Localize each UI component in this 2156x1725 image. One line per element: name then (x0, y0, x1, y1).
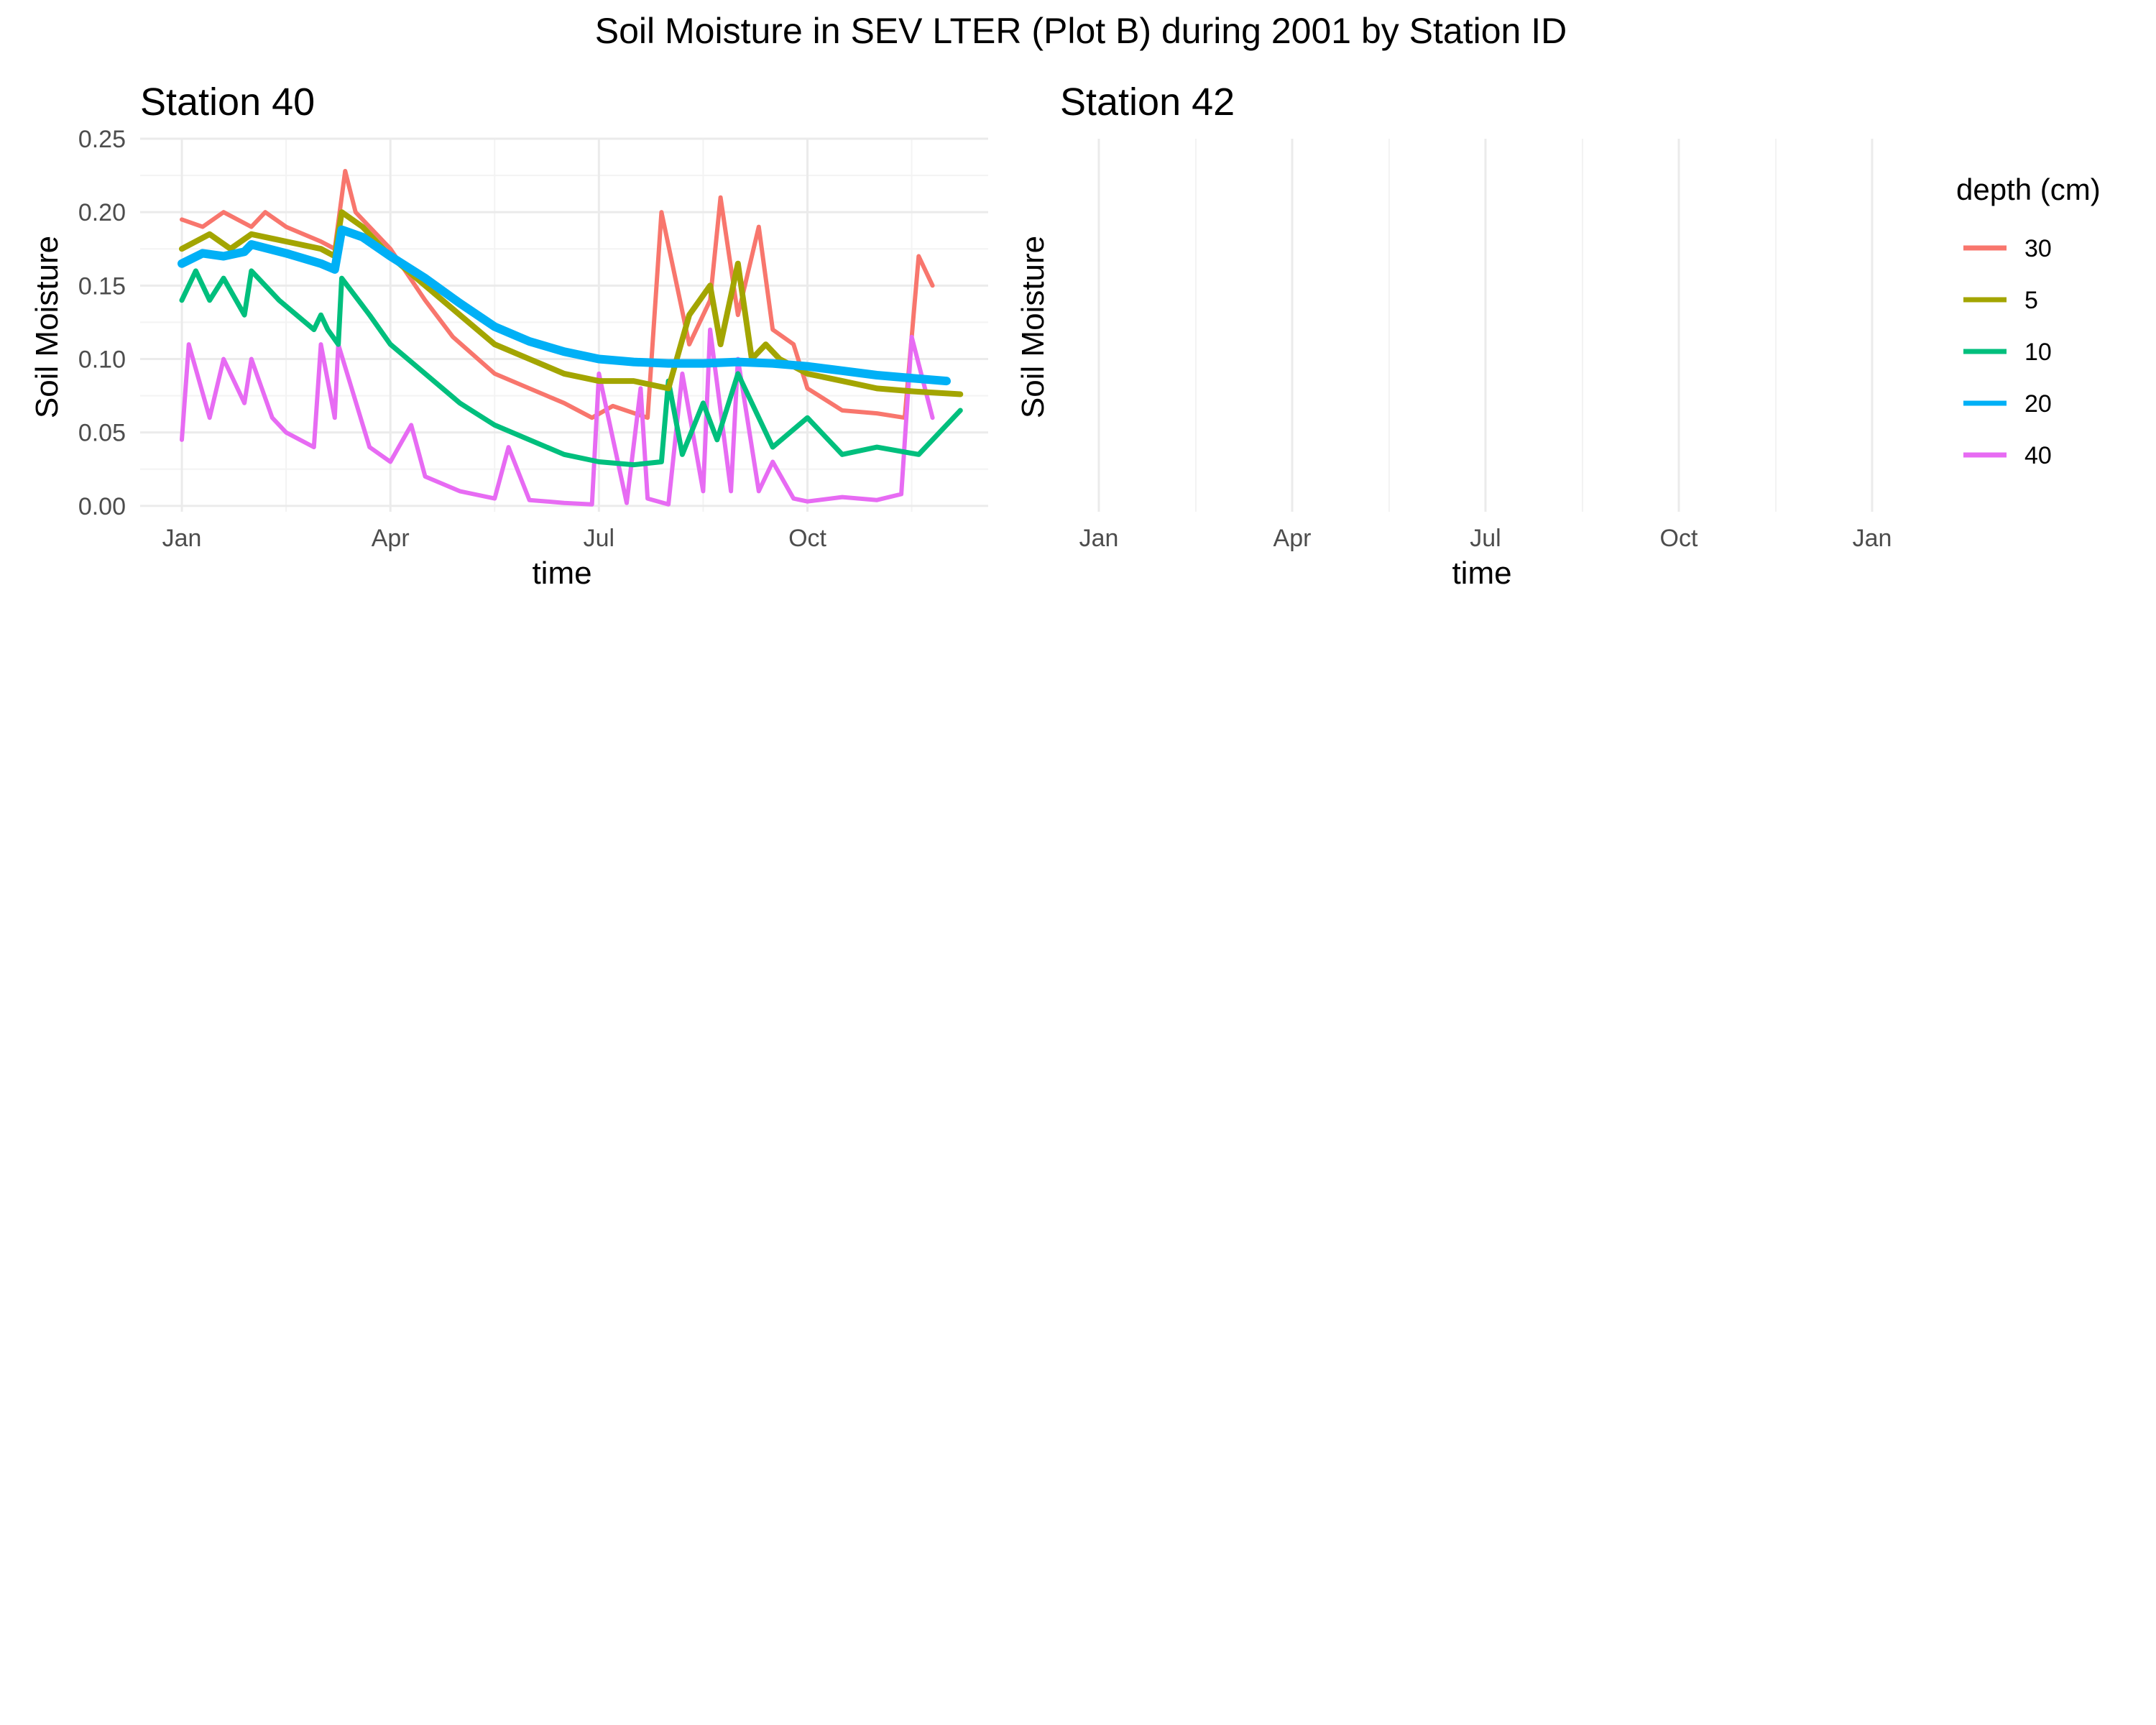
panel-2-x-ticks: Jan Apr Jul Oct Jan (1079, 525, 1892, 552)
panel-1-y-tick-label: 0.25 (78, 126, 126, 153)
panel-2-grid (1097, 139, 1874, 512)
panel-1-x-tick-label: Apr (372, 525, 410, 552)
panel-2-x-axis-title: time (1452, 556, 1511, 591)
chart-title: Soil Moisture in SEV LTER (Plot B) durin… (595, 11, 1567, 51)
panel-2-x-tick-label: Jul (1470, 525, 1501, 552)
panel-station-42: Jan Apr Jul Oct Jan Station 42 time Soil Moi… (1015, 80, 1892, 591)
legend-label-depth-20: 20 (2024, 390, 2052, 418)
legend: depth (cm) 30 5 10 20 40 (1956, 172, 2101, 469)
panel-1-x-axis-title: time (532, 556, 591, 591)
panel-1-title: Station 40 (140, 80, 315, 124)
panel-2-x-tick-label: Jan (1079, 525, 1119, 552)
panel-1-x-tick-label: Oct (788, 525, 826, 552)
panel-2-title: Station 42 (1060, 80, 1235, 124)
panel-2-x-tick-label: Apr (1273, 525, 1312, 552)
panel-1-y-tick-label: 0.20 (78, 199, 126, 226)
series-line-depth-40 (180, 327, 935, 507)
legend-title: depth (cm) (1956, 172, 2101, 206)
panel-1-y-tick-label: 0.05 (78, 420, 126, 447)
panel-1-y-ticks: 0.00 0.05 0.10 0.15 0.20 0.25 (78, 126, 126, 520)
legend-items: 30 5 10 20 40 (1963, 235, 2052, 469)
legend-label-depth-5: 5 (2024, 287, 2038, 314)
legend-label-depth-10: 10 (2024, 339, 2052, 366)
panel-2-x-tick-label: Oct (1660, 525, 1698, 552)
panel-1-y-tick-label: 0.15 (78, 272, 126, 300)
series-line-depth-20 (178, 225, 951, 386)
panel-1-x-tick-label: Jul (584, 525, 614, 552)
panel-1-y-tick-label: 0.10 (78, 346, 126, 373)
panel-1-series (178, 169, 964, 507)
panel-1-x-ticks: Jan Apr Jul Oct (162, 525, 827, 552)
panel-1-y-axis-title: Soil Moisture (29, 236, 65, 418)
series-line-depth-10 (179, 268, 963, 468)
panel-2-y-axis-title: Soil Moisture (1015, 236, 1051, 418)
panel-1-y-tick-label: 0.00 (78, 493, 126, 520)
panel-1-x-tick-label: Jan (162, 525, 202, 552)
legend-label-depth-30: 30 (2024, 235, 2052, 262)
panel-1-grid (140, 137, 988, 512)
panel-2-x-tick-label: Jan (1853, 525, 1892, 552)
panel-station-40: 0.00 0.05 0.10 0.15 0.20 0.25 Jan Apr Jul Oct St… (29, 80, 988, 591)
legend-label-depth-40: 40 (2024, 442, 2052, 469)
